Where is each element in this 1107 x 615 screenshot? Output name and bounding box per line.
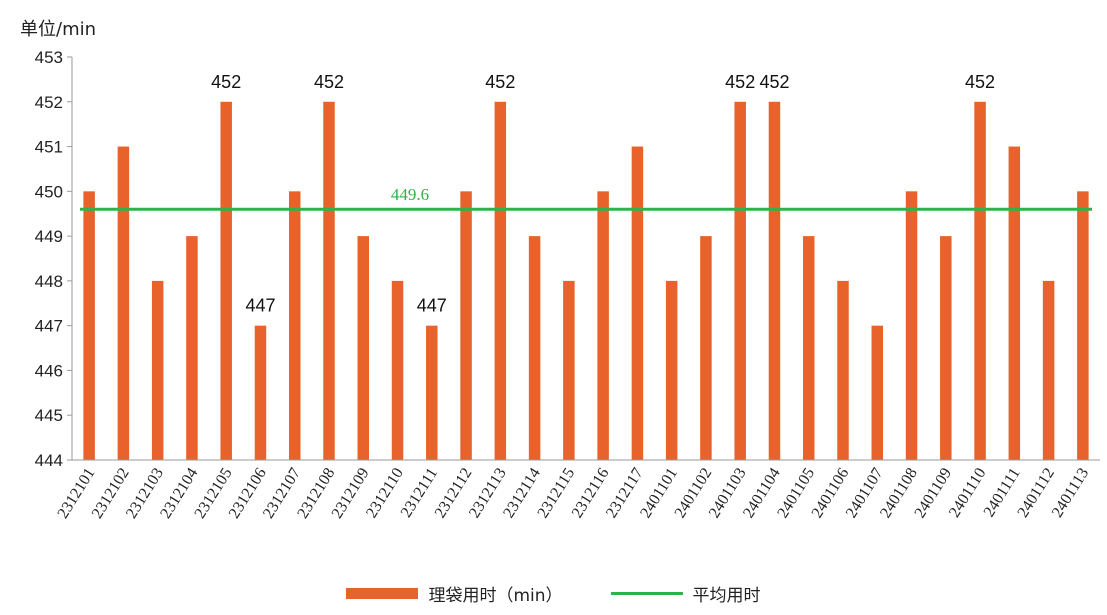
bar	[460, 191, 472, 461]
y-tick-label: 445	[35, 406, 63, 425]
data-label: 452	[314, 72, 344, 92]
y-tick-label: 452	[35, 93, 63, 112]
bar	[837, 280, 849, 460]
data-label: 447	[245, 296, 275, 316]
y-tick-label: 446	[35, 361, 63, 380]
bar	[768, 101, 781, 461]
bar	[528, 236, 541, 460]
data-label: 452	[725, 72, 755, 92]
bar	[1008, 146, 1021, 461]
legend-swatch-line	[610, 591, 683, 595]
bar	[220, 101, 232, 461]
y-tick-label: 451	[35, 138, 63, 157]
data-label: 447	[417, 296, 447, 316]
data-label: 452	[965, 72, 995, 92]
bar	[357, 236, 370, 460]
bar-chart: 单位/min4444454464474484494504514524532312…	[20, 19, 1100, 522]
bar	[974, 101, 986, 461]
y-tick-label: 447	[35, 317, 63, 336]
bar	[631, 146, 644, 461]
bar	[802, 236, 815, 460]
bar	[871, 325, 884, 460]
legend-label-bar: 理袋用时（min）	[428, 585, 563, 606]
bar	[734, 101, 746, 461]
bar	[288, 191, 301, 461]
legend-item-bar: 理袋用时（min）	[346, 581, 563, 606]
legend-label-average: 平均用时	[692, 585, 761, 606]
average-value-label: 449.6	[391, 185, 429, 204]
bar	[905, 191, 918, 461]
y-tick-label: 449	[35, 227, 63, 246]
data-label: 452	[211, 72, 241, 92]
bar	[940, 236, 952, 460]
bar	[117, 146, 130, 461]
bar	[1077, 191, 1089, 461]
y-tick-label: 448	[35, 272, 63, 291]
legend-item-average: 平均用时	[610, 581, 761, 606]
y-tick-label: 450	[35, 182, 63, 201]
legend-swatch-bar	[346, 587, 419, 599]
bar	[254, 325, 267, 460]
data-label: 452	[485, 72, 515, 92]
bar	[494, 101, 507, 461]
bar	[391, 280, 404, 460]
data-label: 452	[759, 72, 789, 92]
y-tick-label: 453	[35, 48, 63, 67]
bar	[700, 236, 712, 460]
bar	[665, 280, 678, 460]
y-tick-label: 444	[35, 451, 63, 470]
bar	[563, 280, 575, 460]
bar	[426, 325, 438, 460]
y-unit-label: 单位/min	[20, 19, 96, 40]
bar	[151, 280, 164, 460]
bar	[1042, 280, 1055, 460]
legend: 理袋用时（min） 平均用时	[0, 578, 1107, 608]
bar	[323, 101, 335, 461]
bar	[597, 191, 609, 461]
bar	[186, 236, 198, 460]
bar	[83, 191, 95, 461]
